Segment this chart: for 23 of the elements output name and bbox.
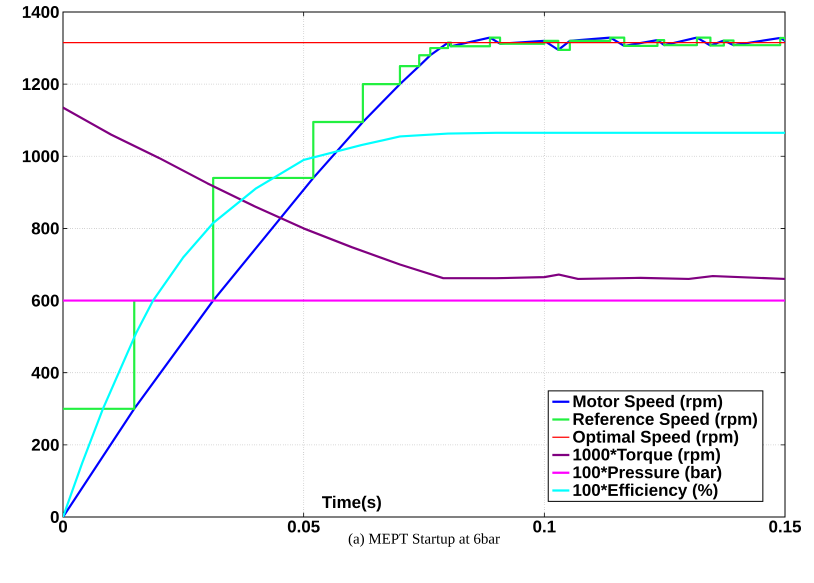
- x-tick-label: 0.1: [533, 520, 556, 533]
- y-tick-label: 800: [32, 222, 59, 234]
- y-tick-label: 0: [50, 511, 59, 523]
- legend-label: 100*Pressure (bar): [574, 466, 722, 482]
- x-axis-title: Time(s): [322, 496, 381, 512]
- legend-label: Optimal Speed (rpm): [573, 430, 738, 446]
- legend-label: 1000*Torque (rpm): [574, 448, 720, 464]
- y-tick-label: 600: [32, 294, 59, 307]
- legend-label: Reference Speed (rpm): [574, 412, 757, 428]
- legend-label: 100*Efficiency (%): [574, 484, 718, 500]
- line-series: [63, 132, 786, 517]
- line-series: [63, 36, 786, 517]
- text: (a) MEPT Startup at 6bar: [348, 533, 500, 547]
- y-tick-label: 1200: [22, 78, 59, 90]
- legend-label: Motor Speed (rpm): [574, 394, 722, 411]
- x-tick-label: 0.15: [769, 520, 802, 533]
- y-tick-label: 1400: [22, 6, 59, 18]
- y-tick-label: 400: [31, 366, 59, 379]
- x-tick-label: 0.05: [288, 520, 320, 533]
- x-tick-label: 0: [58, 520, 68, 533]
- line-series: [63, 106, 786, 280]
- y-tick-label: 1000: [22, 150, 59, 162]
- y-tick-label: 200: [32, 438, 59, 451]
